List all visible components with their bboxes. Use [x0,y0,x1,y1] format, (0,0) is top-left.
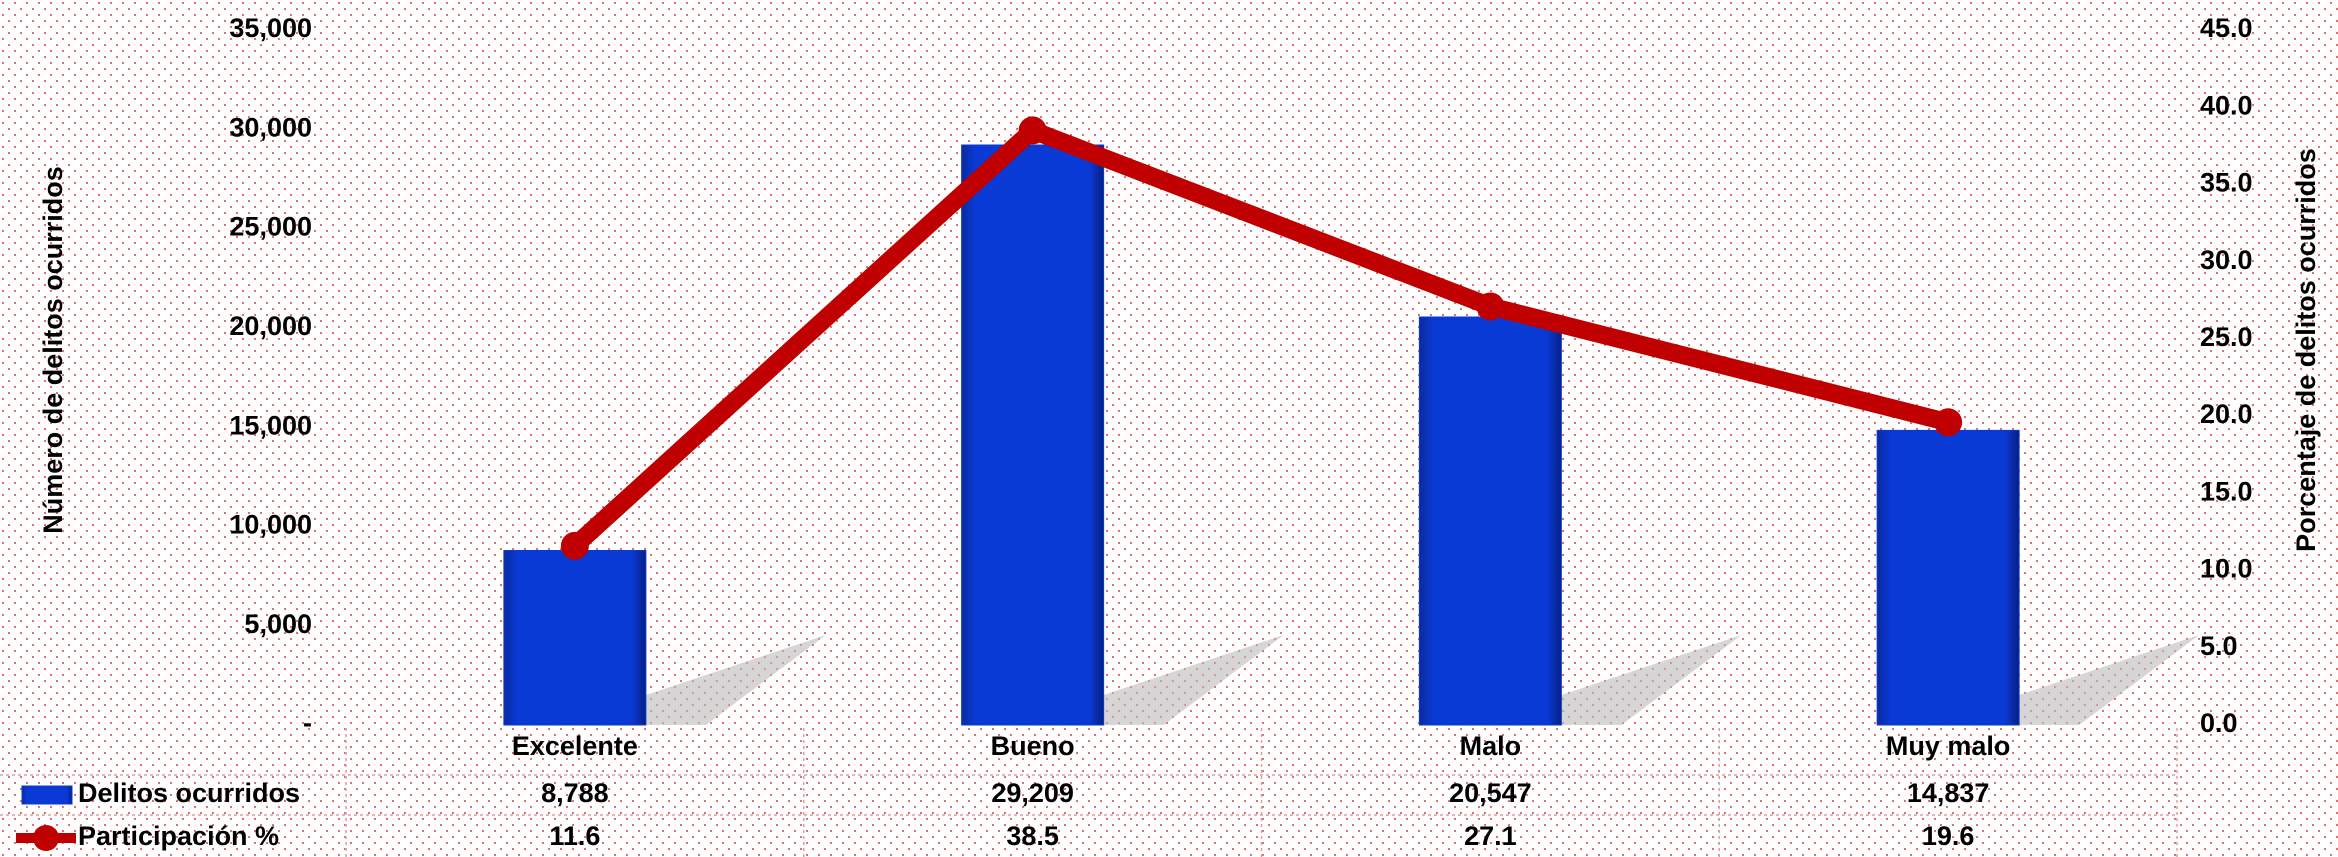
y2-tick-label: 0.0 [2200,708,2238,738]
line [568,121,1951,553]
table-value: 29,209 [991,778,1074,808]
y-tick-label: 15,000 [229,410,312,440]
y2-tick-label: 40.0 [2200,90,2253,120]
y-tick-label: 20,000 [229,311,312,341]
line-marker [560,531,589,560]
bar-shadow [1561,635,1742,725]
y-tick-label: 30,000 [229,112,312,142]
bar-shadow [2019,635,2200,725]
bar-shadow [645,635,826,725]
bar-shadow [1103,635,1284,725]
y2-tick-label: 15.0 [2200,476,2253,506]
x-tick-label: Malo [1460,731,1522,761]
y2-tick-label: 35.0 [2200,168,2253,198]
line-marker [1018,116,1047,145]
bar [961,144,1105,726]
bar [503,549,647,726]
table-value: 19.6 [1922,821,1975,851]
legend-swatch [33,825,59,851]
line-marker [1476,292,1505,321]
y-tick-label: 5,000 [244,609,312,639]
table-value: 14,837 [1907,778,1990,808]
y2-tick-label: 25.0 [2200,322,2253,352]
y-tick-label: 25,000 [229,212,312,242]
line-marker [1934,408,1963,437]
x-tick-label: Muy malo [1886,731,2011,761]
y2-tick-label: 20.0 [2200,399,2253,429]
table-value: 11.6 [549,821,600,851]
table-value: 8,788 [541,778,609,808]
y-tick-label: - [303,708,312,738]
table-value: 20,547 [1449,778,1532,808]
y2-tick-label: 5.0 [2200,631,2238,661]
y-tick-label: 10,000 [229,510,312,540]
y-tick-label: 35,000 [229,13,312,43]
y2-tick-label: 30.0 [2200,245,2253,275]
x-tick-label: Excelente [512,731,638,761]
x-tick-label: Bueno [991,731,1075,761]
y2-axis-title: Porcentaje de delitos ocurridos [2291,148,2321,552]
legend-label: Participación % [78,821,279,851]
table-value: 38.5 [1006,821,1059,851]
y2-tick-label: 45.0 [2200,13,2253,43]
y2-tick-label: 10.0 [2200,554,2253,584]
table-value: 27.1 [1464,821,1517,851]
y-axis-title: Número de delitos ocurridos [38,166,68,534]
legend-swatch [21,785,73,805]
bar [1418,316,1562,726]
legend-label: Delitos ocurridos [78,778,300,808]
bar [1876,429,2020,726]
